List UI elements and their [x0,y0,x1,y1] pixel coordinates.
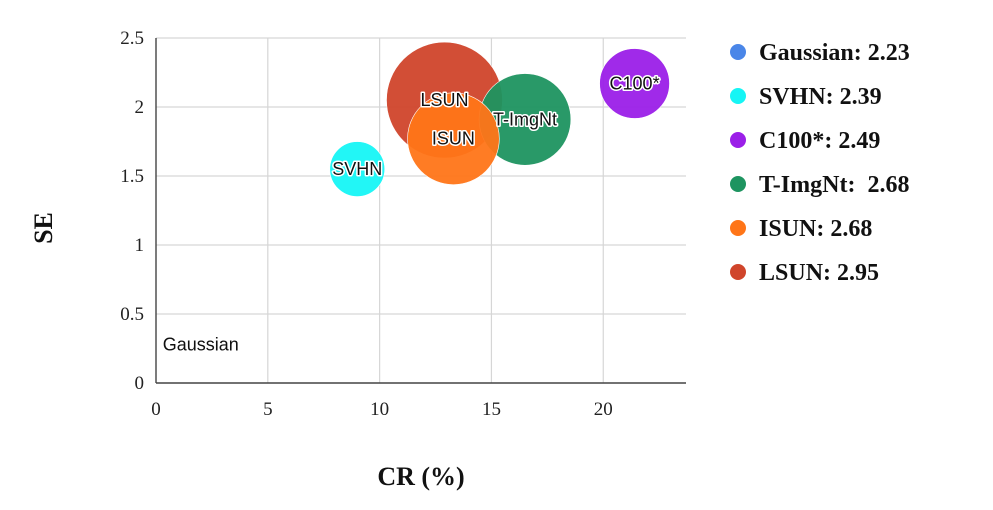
legend-label-lsun: LSUN: 2.95 [759,260,879,286]
legend-marker-t-imgnt [730,176,746,192]
legend-item-c100: C100*: 2.49 [730,128,880,154]
x-tick-label: 10 [370,399,389,420]
bubble-label-t-imgnt: T-ImgNt [493,109,557,129]
legend-item-t-imgnt: T-ImgNt: 2.68 [730,172,909,198]
bubbles [197,41,670,348]
bubble-label-gaussian: Gaussian [163,334,239,354]
x-tick-label: 15 [482,399,501,420]
legend-label-isun: ISUN: 2.68 [759,216,872,242]
x-axis-title: CR (%) [377,462,464,491]
legend: Gaussian: 2.23 SVHN: 2.39 C100*: 2.49 T-Img… [730,40,910,286]
x-tick-label: 5 [263,399,273,420]
y-tick-label: 2.5 [120,28,144,49]
legend-marker-lsun [730,264,746,280]
x-tick-label: 0 [151,399,161,420]
bubble-svhn [329,141,386,197]
legend-label-t-imgnt: T-ImgNt: 2.68 [759,172,909,198]
legend-item-lsun: LSUN: 2.95 [730,260,879,286]
legend-item-gaussian: Gaussian: 2.23 [730,40,910,66]
bubble-label-svhn: SVHN [332,159,382,179]
axes [155,38,686,384]
legend-marker-svhn [730,88,746,104]
legend-item-isun: ISUN: 2.68 [730,216,872,242]
bubble-label-lsun: LSUN [420,90,468,110]
y-tick-label: 1.5 [120,166,144,187]
bubble-gaussian [197,341,205,348]
legend-marker-c100 [730,132,746,148]
y-tick-label: 1 [135,235,145,256]
legend-marker-gaussian [730,44,746,60]
bubble-labels: Gaussian SVHN C100* T-ImgNt ISUN LSUN [161,72,661,356]
y-axis-ticks: 0 0.5 1 1.5 2 2.5 [120,28,144,394]
y-axis-title: SE [29,212,58,244]
legend-label-gaussian: Gaussian: 2.23 [759,40,910,66]
bubble-c100 [599,48,670,119]
y-tick-label: 2 [135,97,145,118]
y-tick-label: 0.5 [120,304,144,325]
x-axis-ticks: 0 5 10 15 20 [151,399,613,420]
legend-marker-isun [730,220,746,236]
legend-label-c100: C100*: 2.49 [759,128,880,154]
grid-lines [156,37,686,383]
x-tick-label: 20 [594,399,613,420]
legend-label-svhn: SVHN: 2.39 [759,84,882,110]
bubble-label-isun: ISUN [432,129,475,149]
bubble-isun [407,92,500,185]
y-tick-label: 0 [135,373,145,394]
bubble-label-c100: C100* [610,74,660,94]
legend-item-svhn: SVHN: 2.39 [730,84,882,110]
